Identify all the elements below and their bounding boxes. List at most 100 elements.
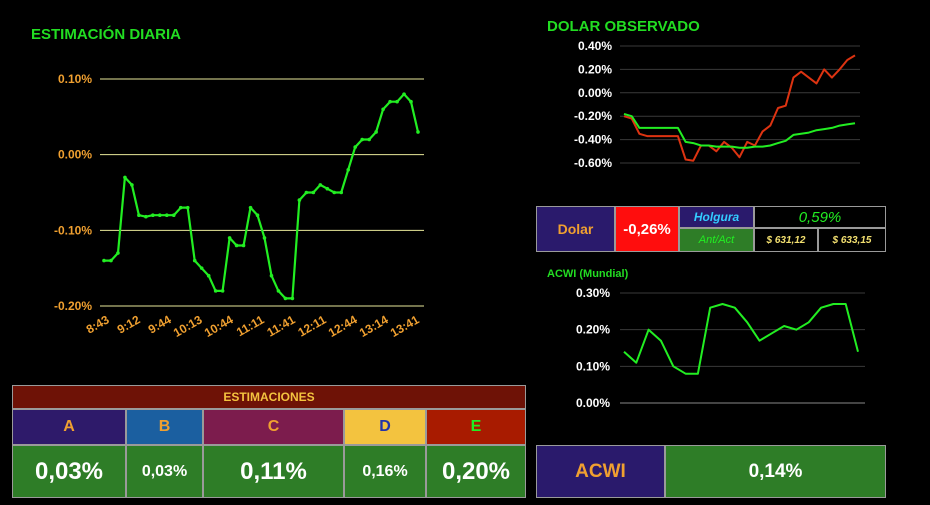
data-point [109,258,113,263]
x-tick-label: 12:11 [295,312,328,339]
data-point [276,289,281,293]
data-point [234,243,239,248]
data-point [360,137,364,142]
acwi-label: ACWI [536,445,665,498]
y-tick-label: 0.20% [578,62,612,76]
data-point [130,183,134,187]
x-tick-label: 11:11 [234,312,267,339]
data-point [346,168,351,172]
y-tick-label: -0.20% [54,299,92,313]
x-tick-label: 13:41 [388,312,422,340]
estimacion-c-label: C [203,409,344,445]
data-point [381,107,385,112]
x-tick-label: 11:41 [264,312,297,339]
y-tick-label: -0.60% [574,156,612,170]
antact-label: Ant/Act [679,228,754,252]
holgura-value: 0,59% [754,206,886,228]
data-point [304,190,309,195]
y-tick-label: 0.10% [58,72,92,86]
x-tick-label: 12:44 [326,312,360,340]
data-point [255,213,260,217]
data-point [144,214,148,219]
data-point [332,190,337,195]
series-line [623,112,856,149]
data-point [178,205,183,210]
data-point [165,213,169,217]
series-line [623,54,856,162]
data-point [290,296,295,301]
dolar-title: DOLAR OBSERVADO [547,18,700,35]
data-point [262,236,267,240]
y-tick-label: 0.00% [58,148,92,162]
estimacion-b-label: B [126,409,203,445]
data-point [395,99,399,104]
data-point [409,99,413,104]
y-tick-label: 0.10% [576,359,610,373]
estimaciones-header: ESTIMACIONES [12,385,526,409]
data-point [241,243,246,248]
data-point [158,213,162,217]
ant-value: $ 631,12 [754,228,818,252]
data-point [325,186,330,191]
estimacion-d-label: D [344,409,426,445]
series-line [623,303,859,375]
data-point [199,266,204,270]
data-point [269,273,274,278]
estimacion-chart: 0.10%0.00%-0.10%-0.20%8:43 9:12 9:4410:131… [54,72,424,340]
dolar-value: -0,26% [615,206,679,252]
estimacion-a-value: 0,03% [12,445,126,498]
data-point [102,258,106,263]
data-point [402,92,406,96]
acwi-chart: 0.30% 0.20% 0.10% 0.00% [576,286,865,410]
acwi-title: ACWI (Mundial) [547,268,629,280]
data-point [116,251,120,255]
data-point [311,190,316,195]
y-tick-label: 0.00% [578,86,612,100]
data-point [192,258,197,263]
series-line [104,92,420,300]
estimacion-b-value: 0,03% [126,445,203,498]
x-tick-label: 10:44 [202,312,236,340]
data-point [318,183,323,187]
data-point [339,190,344,195]
data-point [227,236,232,240]
estimacion-d-value: 0,16% [344,445,426,498]
data-point [353,145,358,149]
data-point [297,198,302,202]
x-tick-label: 13:14 [357,312,391,340]
dolar-label: Dolar [536,206,615,252]
data-point [151,213,155,217]
y-tick-label: 0.00% [576,396,610,410]
data-point [283,296,288,301]
data-point [248,205,253,210]
data-point [123,175,127,180]
x-tick-label: 9:44 [146,312,174,336]
x-tick-label: 8:43 [84,312,112,336]
y-tick-label: 0.20% [576,323,610,337]
data-point [213,289,218,293]
estimacion-e-value: 0,20% [426,445,526,498]
y-tick-label: 0.30% [576,286,610,300]
acwi-value: 0,14% [665,445,886,498]
estimacion-a-label: A [12,409,126,445]
data-point [388,99,392,104]
data-point [367,137,371,142]
y-tick-label: 0.40% [578,39,612,53]
y-tick-label: -0.40% [574,133,612,147]
data-point [171,213,176,217]
dolar-chart: 0.40% 0.20% 0.00% -0.20% -0.40% -0.60% [574,39,860,170]
x-tick-label: 9:12 [115,312,143,336]
data-point [374,130,378,134]
act-value: $ 633,15 [818,228,886,252]
estimacion-e-label: E [426,409,526,445]
data-point [206,273,211,278]
holgura-label: Holgura [679,206,754,228]
y-tick-label: -0.10% [54,223,92,237]
estimacion-title: ESTIMACIÓN DIARIA [31,26,181,43]
estimacion-c-value: 0,11% [203,445,344,498]
x-tick-label: 10:13 [171,312,205,340]
y-tick-label: -0.20% [574,109,612,123]
data-point [416,130,420,134]
data-point [137,213,141,217]
data-point [220,289,225,293]
